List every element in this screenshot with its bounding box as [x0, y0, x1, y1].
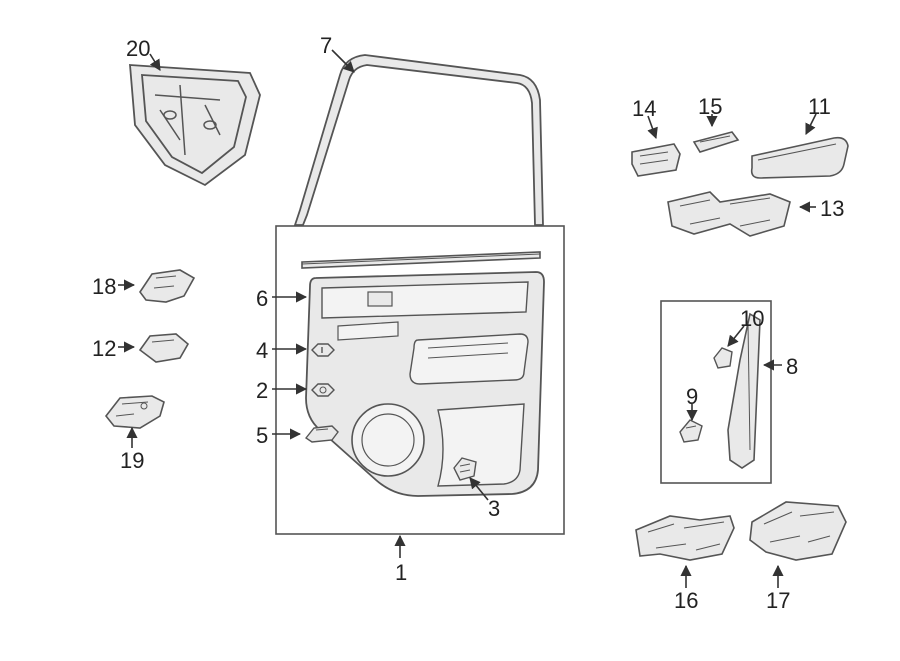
- label-10: 10: [740, 306, 764, 332]
- label-14: 14: [632, 96, 656, 122]
- label-8: 8: [786, 354, 798, 380]
- leader-lines: [0, 0, 900, 661]
- label-1: 1: [395, 560, 407, 586]
- label-17: 17: [766, 588, 790, 614]
- label-6: 6: [256, 286, 268, 312]
- label-2: 2: [256, 378, 268, 404]
- label-9: 9: [686, 384, 698, 410]
- label-13: 13: [820, 196, 844, 222]
- label-3: 3: [488, 496, 500, 522]
- label-7: 7: [320, 33, 332, 59]
- label-12: 12: [92, 336, 116, 362]
- label-5: 5: [256, 423, 268, 449]
- label-19: 19: [120, 448, 144, 474]
- label-4: 4: [256, 338, 268, 364]
- label-20: 20: [126, 36, 150, 62]
- label-11: 11: [808, 94, 831, 120]
- label-15: 15: [698, 94, 722, 120]
- label-18: 18: [92, 274, 116, 300]
- label-16: 16: [674, 588, 698, 614]
- diagram-stage: 1 2 3 4 5 6 7 8 9 10 11 12 13 14 15 16 1…: [0, 0, 900, 661]
